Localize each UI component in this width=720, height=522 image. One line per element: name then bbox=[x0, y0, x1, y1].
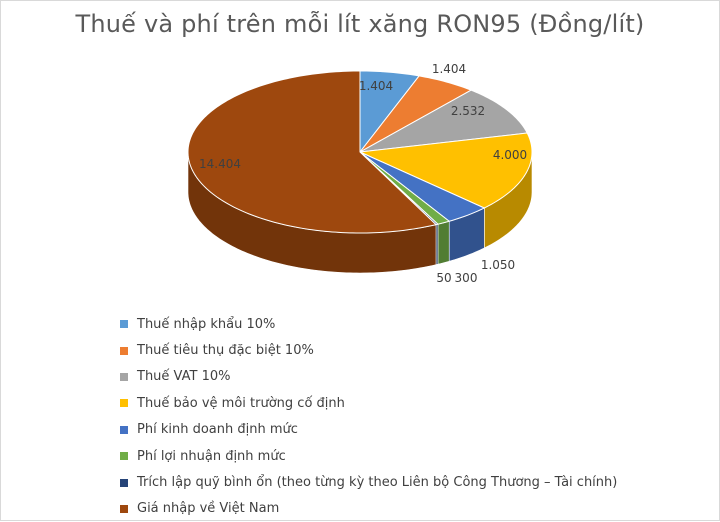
pie-side-5 bbox=[437, 220, 450, 265]
legend-label: Trích lập quỹ bình ổn (theo từng kỳ theo… bbox=[137, 475, 618, 491]
legend-swatch bbox=[120, 504, 128, 513]
pie-slice-0 bbox=[359, 70, 421, 154]
legend-swatch bbox=[120, 346, 128, 355]
chart-title: Thuế và phí trên mỗi lít xăng RON95 (Đồn… bbox=[75, 10, 645, 38]
pie-slice-2 bbox=[359, 89, 529, 153]
pie-slice-1 bbox=[359, 75, 473, 153]
legend-label: Thuế nhập khẩu 10% bbox=[137, 316, 276, 332]
data-label-1: 1.404 bbox=[432, 62, 466, 76]
data-label-6: 50 bbox=[436, 271, 451, 285]
data-label-5: 300 bbox=[455, 271, 478, 285]
legend-label: Thuế bảo vệ môi trường cố định bbox=[137, 395, 345, 411]
legend-item: Phí lợi nhuận định mức bbox=[120, 443, 617, 469]
legend-item: Thuế bảo vệ môi trường cố định bbox=[120, 390, 617, 416]
legend-swatch bbox=[120, 452, 128, 461]
legend-item: Thuế nhập khẩu 10% bbox=[120, 311, 617, 337]
legend-item: Thuế VAT 10% bbox=[120, 364, 617, 390]
data-label-3: 4.000 bbox=[493, 148, 527, 162]
legend-label: Thuế tiêu thụ đặc biệt 10% bbox=[137, 343, 314, 359]
data-label-0: 1.404 bbox=[359, 79, 393, 93]
legend-label: Thuế VAT 10% bbox=[137, 369, 231, 385]
legend-item: Giá nhập về Việt Nam bbox=[120, 496, 617, 522]
legend-swatch bbox=[120, 320, 128, 329]
pie-slice-4 bbox=[359, 151, 486, 222]
pie-slice-7 bbox=[187, 70, 438, 234]
legend-item: Trích lập quỹ bình ổn (theo từng kỳ theo… bbox=[120, 469, 617, 495]
legend-swatch bbox=[120, 478, 128, 487]
legend: Thuế nhập khẩu 10% Thuế tiêu thụ đặc biệ… bbox=[120, 311, 617, 522]
legend-swatch bbox=[120, 425, 128, 434]
legend-swatch bbox=[120, 399, 128, 408]
data-label-2: 2.532 bbox=[451, 104, 485, 118]
legend-item: Thuế tiêu thụ đặc biệt 10% bbox=[120, 337, 617, 363]
data-label-7: 14.404 bbox=[199, 157, 241, 171]
data-label-4: 1.050 bbox=[481, 258, 515, 272]
legend-label: Phí kinh doanh định mức bbox=[137, 422, 298, 438]
legend-swatch bbox=[120, 372, 128, 381]
legend-item: Phí kinh doanh định mức bbox=[120, 417, 617, 443]
pie-slice-3 bbox=[358, 132, 533, 209]
legend-label: Phí lợi nhuận định mức bbox=[137, 448, 286, 464]
legend-label: Giá nhập về Việt Nam bbox=[137, 501, 280, 517]
